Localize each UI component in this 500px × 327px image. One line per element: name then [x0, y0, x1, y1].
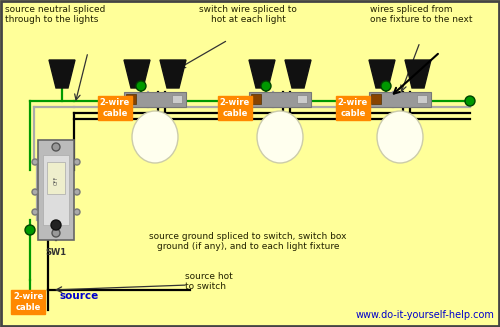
- Text: 2-wire
cable: 2-wire cable: [220, 98, 250, 118]
- Bar: [249, 92, 311, 107]
- Circle shape: [136, 81, 146, 91]
- Circle shape: [51, 220, 61, 230]
- Text: source hot
to switch: source hot to switch: [185, 272, 233, 291]
- Circle shape: [32, 159, 38, 165]
- Bar: [126, 94, 136, 104]
- Bar: [371, 94, 381, 104]
- Bar: [172, 95, 182, 103]
- Text: www.do-it-yourself-help.com: www.do-it-yourself-help.com: [355, 310, 494, 320]
- Text: source ground spliced to switch, switch box
ground (if any), and to each light f: source ground spliced to switch, switch …: [149, 232, 347, 251]
- Polygon shape: [49, 60, 75, 88]
- Polygon shape: [369, 60, 395, 88]
- Polygon shape: [405, 60, 431, 88]
- Polygon shape: [124, 60, 150, 88]
- Bar: [297, 95, 307, 103]
- Ellipse shape: [132, 111, 178, 163]
- Ellipse shape: [257, 111, 303, 163]
- Text: source neutral spliced
through to the lights: source neutral spliced through to the li…: [5, 5, 105, 25]
- Bar: [417, 95, 427, 103]
- Circle shape: [32, 209, 38, 215]
- Bar: [38, 140, 74, 240]
- Circle shape: [25, 225, 35, 235]
- Circle shape: [32, 189, 38, 195]
- Circle shape: [74, 209, 80, 215]
- Bar: [251, 94, 261, 104]
- Bar: [47, 162, 65, 194]
- Circle shape: [52, 143, 60, 151]
- Text: SW1: SW1: [46, 248, 66, 257]
- Text: wires spliced from
one fixture to the next: wires spliced from one fixture to the ne…: [370, 5, 472, 25]
- Bar: [43, 155, 69, 225]
- Circle shape: [465, 96, 475, 106]
- Circle shape: [74, 159, 80, 165]
- Text: 2-wire
cable: 2-wire cable: [100, 98, 130, 118]
- Circle shape: [261, 81, 271, 91]
- Bar: [369, 92, 431, 107]
- Text: 2-wire
cable: 2-wire cable: [13, 292, 43, 312]
- Text: OFF: OFF: [54, 175, 59, 185]
- Circle shape: [381, 81, 391, 91]
- Text: 2-wire
cable: 2-wire cable: [338, 98, 368, 118]
- Text: switch wire spliced to
hot at each light: switch wire spliced to hot at each light: [199, 5, 297, 25]
- Polygon shape: [285, 60, 311, 88]
- Circle shape: [74, 189, 80, 195]
- Circle shape: [52, 229, 60, 237]
- Ellipse shape: [377, 111, 423, 163]
- Bar: [124, 92, 186, 107]
- Text: source: source: [60, 291, 99, 301]
- Polygon shape: [160, 60, 186, 88]
- Polygon shape: [249, 60, 275, 88]
